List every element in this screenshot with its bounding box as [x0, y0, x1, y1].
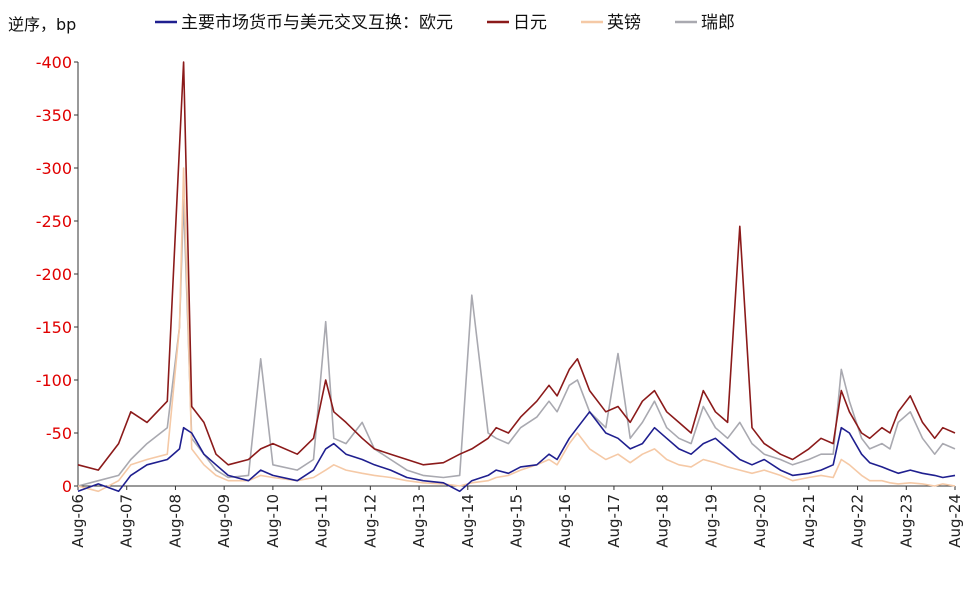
plot-area: [77, 61, 956, 493]
x-tick-label: Aug-11: [313, 494, 331, 548]
series-line-0: [77, 410, 956, 493]
y-axis: -400 -350 -300 -250 -200 -150 -100 -50 0: [36, 53, 79, 496]
y-tick-label: -150: [36, 318, 72, 337]
x-tick-label: Aug-15: [508, 494, 526, 548]
x-tick-label: Aug-08: [166, 494, 184, 548]
legend: 主要市场货币与美元交叉互换：欧元 日元 英镑 瑞郎: [155, 13, 735, 33]
legend-label-3: 瑞郎: [701, 13, 735, 33]
x-tick-label: Aug-19: [702, 494, 720, 548]
x-tick-label: Aug-17: [605, 494, 623, 548]
series-line-3: [77, 199, 956, 487]
x-tick-label: Aug-16: [556, 494, 574, 548]
legend-label-2: 英镑: [607, 13, 641, 33]
x-tick-label: Aug-13: [410, 494, 428, 548]
series-line-2: [77, 167, 956, 493]
series-line-1: [77, 61, 956, 471]
x-tick-label: Aug-12: [361, 494, 379, 548]
x-tick-label: Aug-09: [215, 494, 233, 548]
legend-label-1: 日元: [513, 13, 547, 33]
y-tick-label: -100: [36, 371, 72, 390]
x-tick-label: Aug-18: [654, 494, 672, 548]
x-tick-label: Aug-07: [118, 494, 136, 548]
y-tick-label: -250: [36, 212, 72, 231]
x-tick-label: Aug-14: [459, 494, 477, 548]
y-tick-label: -50: [46, 424, 72, 443]
legend-label-0: 主要市场货币与美元交叉互换：欧元: [181, 13, 453, 33]
x-axis: Aug-06 Aug-07 Aug-08 Aug-09 Aug-10 Aug-11 Aug-…: [69, 485, 964, 548]
x-tick-label: Aug-21: [800, 494, 818, 548]
y-tick-label: -300: [36, 159, 72, 178]
y-tick-label: -400: [36, 53, 72, 72]
y-axis-label: 逆序，bp: [8, 15, 76, 34]
x-tick-label: Aug-10: [264, 494, 282, 548]
y-tick-label: 0: [62, 477, 72, 496]
x-tick-label: Aug-24: [946, 494, 964, 548]
x-tick-label: Aug-22: [849, 494, 867, 548]
x-tick-label: Aug-06: [69, 494, 87, 548]
y-tick-label: -350: [36, 106, 72, 125]
x-tick-label: Aug-20: [751, 494, 769, 548]
y-tick-label: -200: [36, 265, 72, 284]
x-tick-label: Aug-23: [897, 494, 915, 548]
